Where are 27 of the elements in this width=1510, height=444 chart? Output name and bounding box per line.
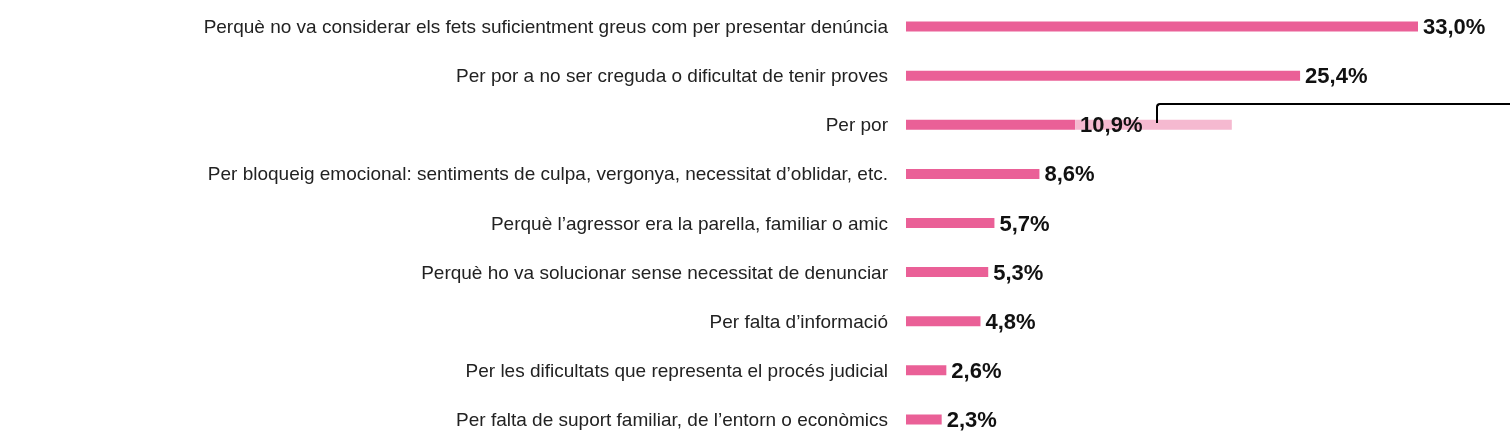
bar	[906, 414, 942, 425]
y-tick-label: Per por a no ser creguda o dificultat de tenir proves	[456, 65, 888, 87]
y-tick-label: Perquè ho va solucionar sense necessitat de denunciar	[421, 261, 889, 283]
y-tick-label: Perquè no va considerar els fets suficientment greus com per presentar denúncia	[203, 16, 889, 38]
data-label: 5,7%	[999, 210, 1050, 236]
y-tick-label: Perquè l’agressor era la parella, familiar o amic	[490, 212, 888, 234]
data-label: 2,6%	[951, 357, 1002, 383]
y-tick-label: Per bloqueig emocional: sentiments de culpa, vergonya, necessitat d’oblidar, etc.	[207, 163, 888, 185]
bar	[906, 168, 1040, 179]
bar	[906, 21, 1418, 32]
data-label: 2,3%	[946, 406, 997, 432]
data-label: 8,6%	[1044, 161, 1095, 187]
data-label: 33,0%	[1423, 14, 1486, 40]
y-tick-label: Per falta d’informació	[709, 310, 888, 332]
y-tick-label: Per falta de suport familiar, de l’entorn o econòmics	[456, 408, 888, 430]
bar	[906, 316, 981, 327]
bar	[906, 119, 1076, 130]
y-tick-label: Per por	[825, 114, 889, 136]
data-label: 25,4%	[1305, 63, 1368, 89]
bar	[906, 70, 1301, 81]
bar	[906, 267, 989, 278]
y-tick-label: Per les dificultats que representa el procés judicial	[465, 359, 888, 381]
data-label: 4,8%	[985, 308, 1036, 334]
data-label: 5,3%	[993, 259, 1044, 285]
bar	[906, 365, 947, 376]
data-label: 10,9%	[1080, 112, 1143, 138]
bar	[906, 218, 995, 228]
